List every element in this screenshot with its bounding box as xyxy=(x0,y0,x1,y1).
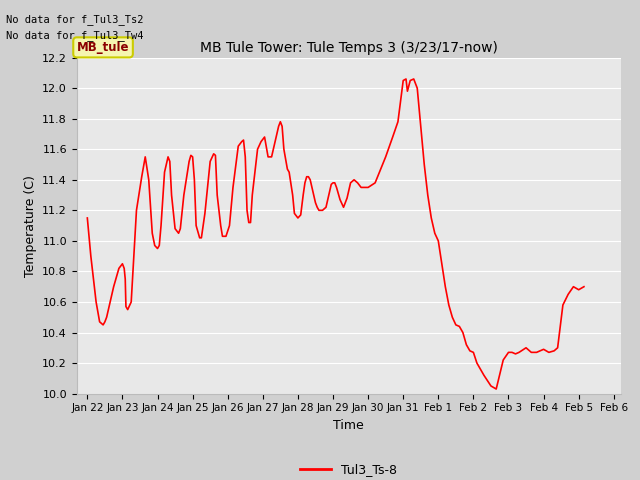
Title: MB Tule Tower: Tule Temps 3 (3/23/17-now): MB Tule Tower: Tule Temps 3 (3/23/17-now… xyxy=(200,41,498,55)
Y-axis label: Temperature (C): Temperature (C) xyxy=(24,175,36,276)
Legend: Tul3_Ts-8: Tul3_Ts-8 xyxy=(295,458,403,480)
X-axis label: Time: Time xyxy=(333,419,364,432)
Text: MB_tule: MB_tule xyxy=(77,41,129,54)
Text: No data for f_Tul3_Ts2: No data for f_Tul3_Ts2 xyxy=(6,13,144,24)
Text: No data for f_Tul3_Tw4: No data for f_Tul3_Tw4 xyxy=(6,30,144,41)
